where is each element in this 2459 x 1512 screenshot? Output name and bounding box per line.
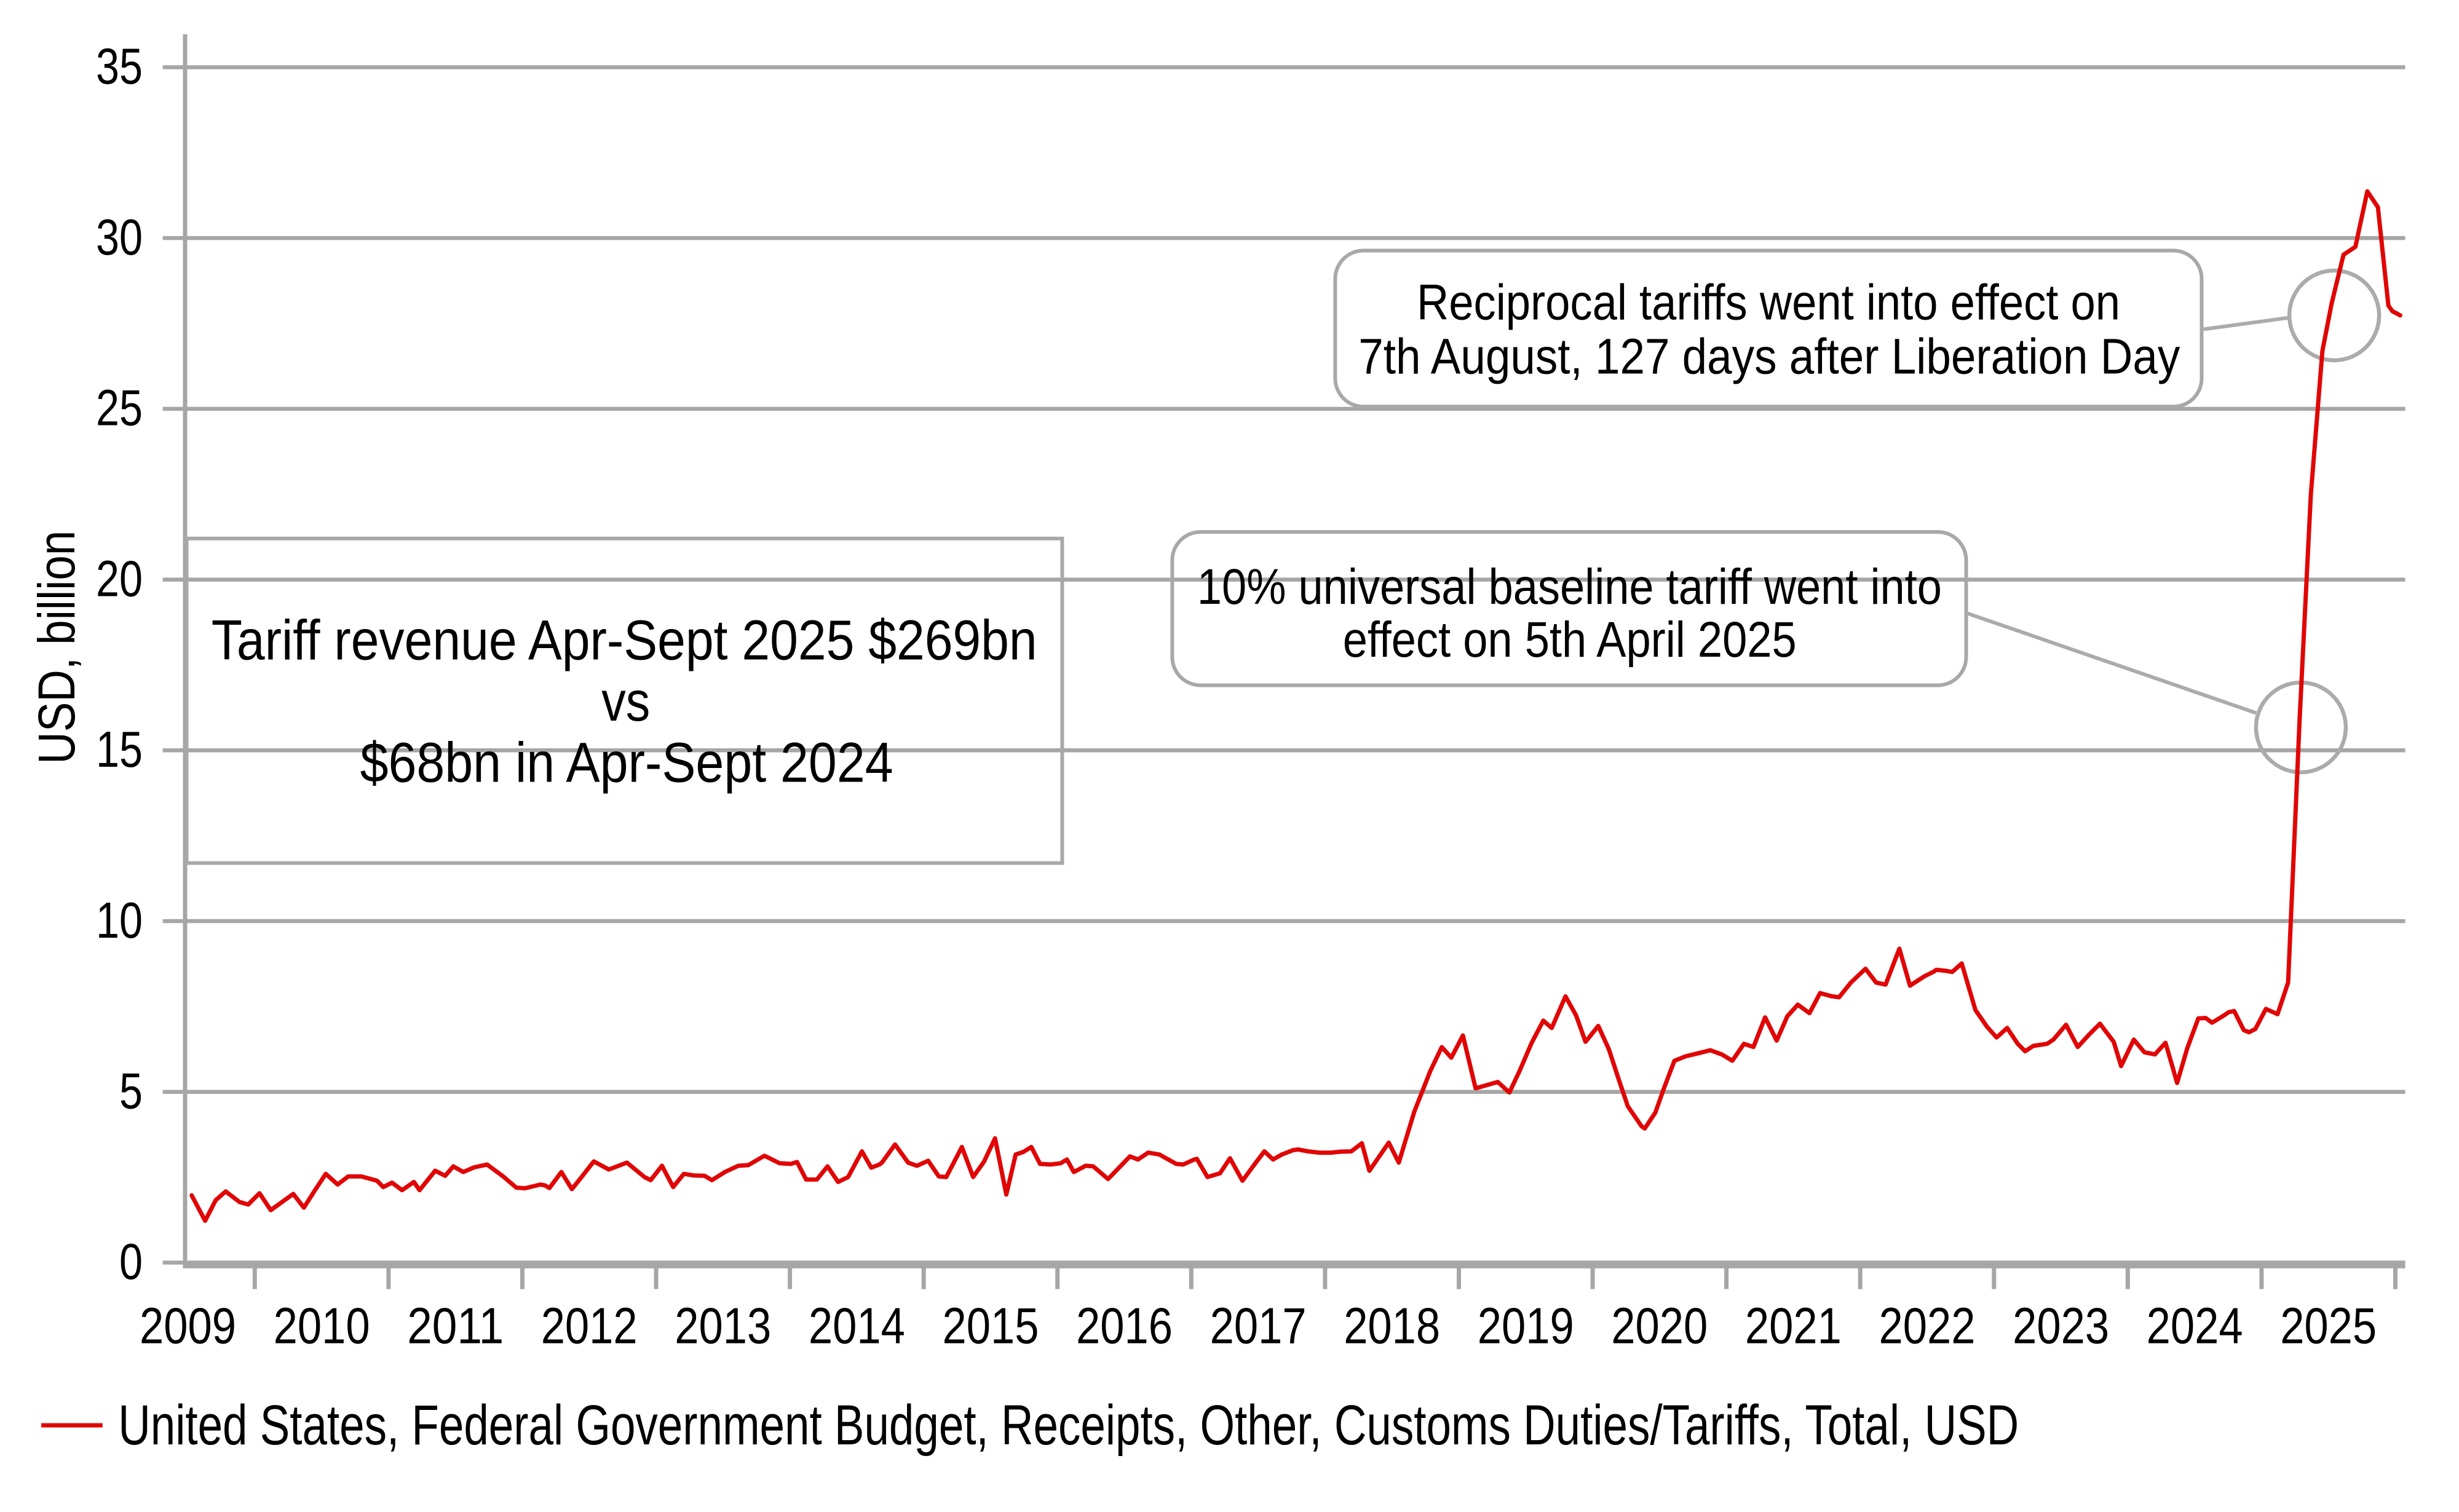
svg-text:5: 5 — [119, 1063, 143, 1120]
svg-text:$68bn in Apr-Sept 2024: $68bn in Apr-Sept 2024 — [360, 731, 893, 794]
svg-text:2025: 2025 — [2280, 1297, 2377, 1354]
svg-text:7th August, 127 days after Lib: 7th August, 127 days after Liberation Da… — [1358, 328, 2180, 384]
svg-text:2018: 2018 — [1344, 1297, 1440, 1354]
svg-text:2015: 2015 — [943, 1297, 1039, 1354]
svg-text:25: 25 — [96, 379, 143, 437]
svg-text:0: 0 — [119, 1233, 143, 1290]
svg-text:2010: 2010 — [274, 1297, 370, 1354]
svg-text:15: 15 — [96, 721, 143, 778]
svg-text:2022: 2022 — [1879, 1297, 1976, 1354]
svg-text:2017: 2017 — [1210, 1297, 1307, 1354]
svg-text:35: 35 — [96, 38, 143, 95]
svg-text:USD, billion: USD, billion — [28, 531, 85, 764]
svg-text:10% universal baseline tariff: 10% universal baseline tariff went into — [1197, 559, 1942, 615]
svg-text:2021: 2021 — [1745, 1297, 1842, 1354]
svg-text:2009: 2009 — [140, 1297, 236, 1354]
svg-text:2013: 2013 — [675, 1297, 771, 1354]
svg-text:20: 20 — [96, 550, 143, 607]
svg-text:2020: 2020 — [1611, 1297, 1708, 1354]
svg-text:2012: 2012 — [541, 1297, 638, 1354]
svg-text:2016: 2016 — [1076, 1297, 1173, 1354]
svg-text:30: 30 — [96, 208, 143, 266]
svg-text:10: 10 — [96, 892, 143, 949]
svg-text:2019: 2019 — [1478, 1297, 1574, 1354]
svg-text:effect on 5th April 2025: effect on 5th April 2025 — [1343, 612, 1797, 668]
svg-text:2011: 2011 — [407, 1297, 504, 1354]
svg-text:vs: vs — [601, 670, 650, 733]
svg-text:2023: 2023 — [2013, 1297, 2109, 1354]
svg-text:2014: 2014 — [809, 1297, 905, 1354]
svg-text:United States, Federal Governm: United States, Federal Government Budget… — [118, 1394, 2019, 1457]
svg-text:2024: 2024 — [2147, 1297, 2243, 1354]
svg-text:Reciprocal tariffs went into e: Reciprocal tariffs went into effect on — [1417, 275, 2120, 331]
svg-text:Tariff revenue Apr-Sept 2025 $: Tariff revenue Apr-Sept 2025 $269bn — [212, 609, 1037, 671]
